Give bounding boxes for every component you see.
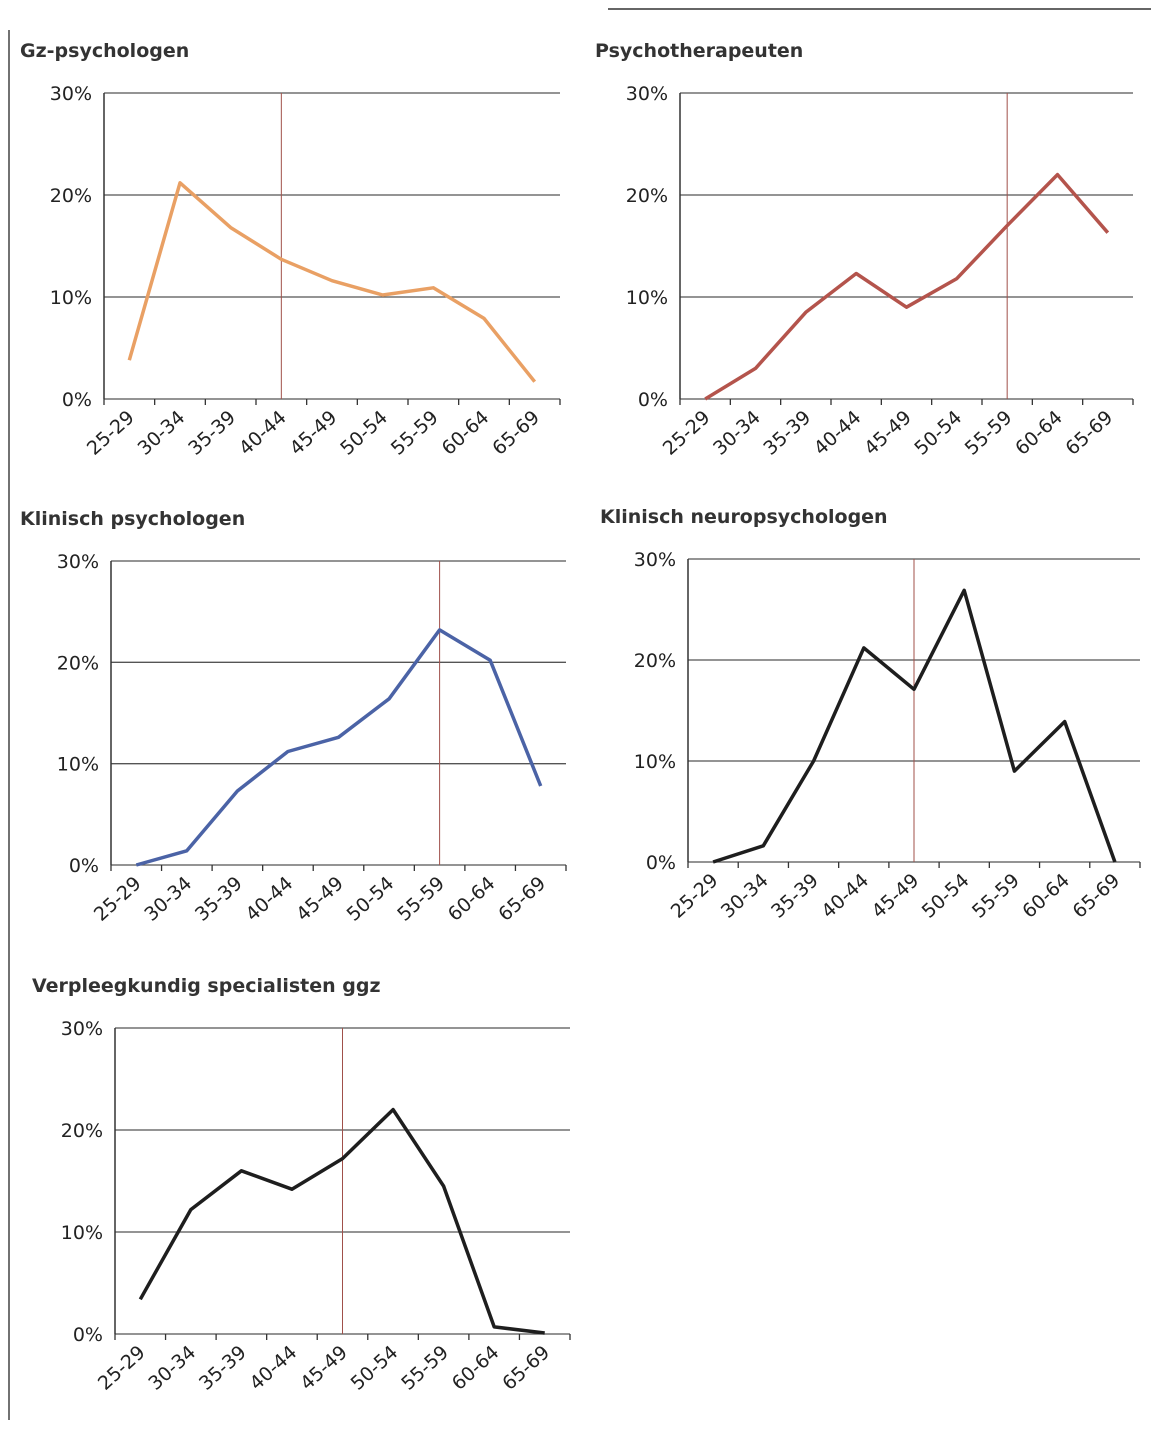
data-line xyxy=(704,172,1110,401)
x-tick-label: 30-34 xyxy=(140,872,196,925)
y-tick-label: 30% xyxy=(57,551,99,573)
x-tick-label: 50-54 xyxy=(910,406,966,459)
x-tick-label: 45-49 xyxy=(296,1341,352,1394)
x-tick-label: 55-59 xyxy=(393,872,449,925)
x-tick-label: 50-54 xyxy=(347,1341,403,1394)
x-tick-label: 25-29 xyxy=(667,869,723,922)
x-tick-label: 35-39 xyxy=(767,869,823,922)
y-tick-label: 30% xyxy=(626,83,668,105)
x-tick-label: 45-49 xyxy=(292,872,348,925)
x-tick-label: 40-44 xyxy=(235,406,291,459)
x-tick-label: 40-44 xyxy=(817,869,873,922)
y-tick-label: 20% xyxy=(634,650,676,672)
chart-title: Klinisch psychologen xyxy=(20,508,245,530)
x-tick-label: 55-59 xyxy=(968,869,1024,922)
x-tick-label: 55-59 xyxy=(961,406,1017,459)
x-tick-label: 25-29 xyxy=(83,406,139,459)
y-tick-label: 0% xyxy=(73,1324,103,1346)
x-tick-label: 50-54 xyxy=(918,869,974,922)
x-tick-label: 50-54 xyxy=(336,406,392,459)
x-tick-label: 65-69 xyxy=(488,406,544,459)
y-tick-label: 20% xyxy=(61,1120,103,1142)
x-tick-label: 50-54 xyxy=(343,872,399,925)
y-tick-label: 10% xyxy=(634,751,676,773)
x-tick-label: 35-39 xyxy=(184,406,240,459)
x-tick-label: 65-69 xyxy=(494,872,550,925)
y-tick-label: 30% xyxy=(61,1018,103,1040)
data-line xyxy=(135,628,543,867)
y-tick-label: 10% xyxy=(626,287,668,309)
y-tick-label: 0% xyxy=(69,855,99,877)
chart-title: Verpleegkundig specialisten ggz xyxy=(32,975,381,997)
y-tick-label: 30% xyxy=(634,549,676,571)
y-tick-label: 30% xyxy=(50,83,92,105)
x-tick-label: 40-44 xyxy=(246,1341,302,1394)
x-tick-label: 30-34 xyxy=(709,406,765,459)
x-tick-label: 35-39 xyxy=(195,1341,251,1394)
x-tick-label: 30-34 xyxy=(144,1341,200,1394)
x-tick-label: 65-69 xyxy=(1061,406,1117,459)
x-tick-label: 55-59 xyxy=(387,406,443,459)
data-line xyxy=(127,181,537,383)
x-tick-label: 55-59 xyxy=(397,1341,453,1394)
y-tick-label: 0% xyxy=(62,389,92,411)
x-tick-label: 60-64 xyxy=(448,1341,504,1394)
x-tick-label: 40-44 xyxy=(242,872,298,925)
data-line xyxy=(138,1107,545,1335)
x-tick-label: 40-44 xyxy=(810,406,866,459)
data-line xyxy=(712,588,1117,864)
y-tick-label: 0% xyxy=(638,389,668,411)
x-tick-label: 60-64 xyxy=(1011,406,1067,459)
y-tick-label: 20% xyxy=(57,652,99,674)
x-tick-label: 45-49 xyxy=(286,406,342,459)
x-tick-label: 45-49 xyxy=(860,406,916,459)
x-tick-label: 25-29 xyxy=(94,1341,150,1394)
x-tick-label: 45-49 xyxy=(868,869,924,922)
chart-title: Klinisch neuropsychologen xyxy=(600,506,888,528)
x-tick-label: 25-29 xyxy=(659,406,715,459)
chart-title: Psychotherapeuten xyxy=(595,40,803,62)
chart-title: Gz-psychologen xyxy=(20,40,189,62)
x-tick-label: 65-69 xyxy=(498,1341,554,1394)
y-tick-label: 10% xyxy=(61,1222,103,1244)
y-tick-label: 20% xyxy=(50,185,92,207)
x-tick-label: 60-64 xyxy=(438,406,494,459)
x-tick-label: 25-29 xyxy=(90,872,146,925)
y-tick-label: 10% xyxy=(57,754,99,776)
y-tick-label: 0% xyxy=(646,852,676,874)
y-tick-label: 20% xyxy=(626,185,668,207)
x-tick-label: 60-64 xyxy=(444,872,500,925)
x-tick-label: 30-34 xyxy=(134,406,190,459)
x-tick-label: 35-39 xyxy=(191,872,247,925)
x-tick-label: 35-39 xyxy=(759,406,815,459)
x-tick-label: 65-69 xyxy=(1068,869,1124,922)
x-tick-label: 60-64 xyxy=(1018,869,1074,922)
y-tick-label: 10% xyxy=(50,287,92,309)
x-tick-label: 30-34 xyxy=(717,869,773,922)
